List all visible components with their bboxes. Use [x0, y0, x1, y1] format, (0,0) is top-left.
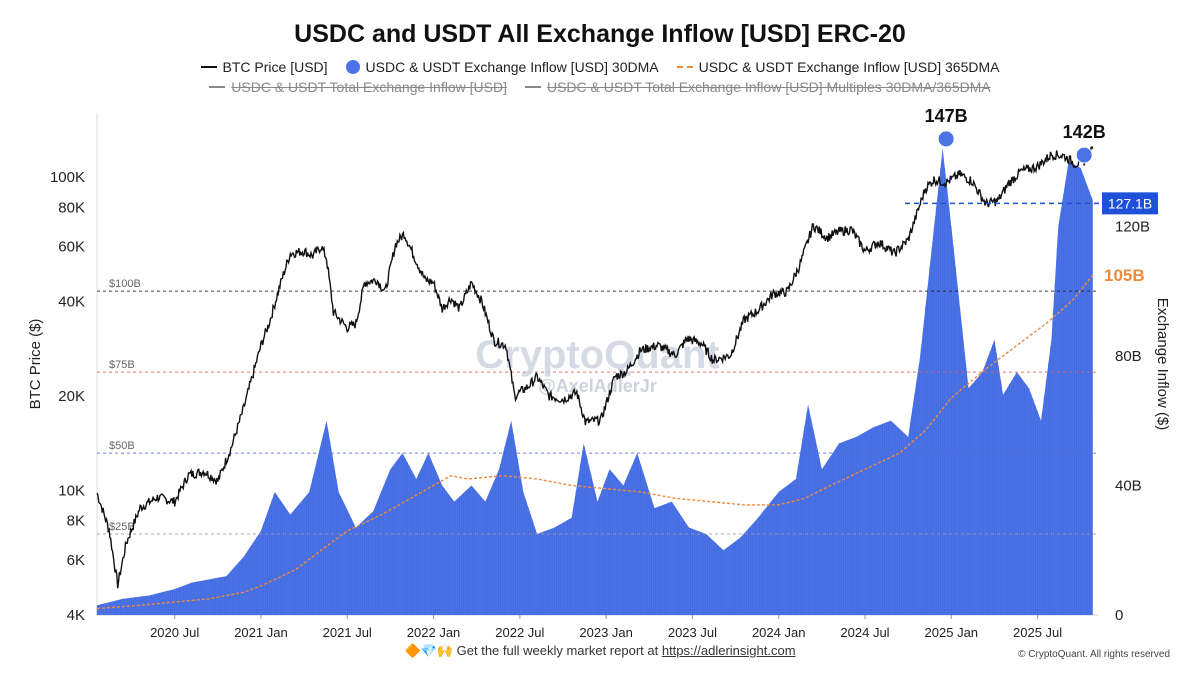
- peak-marker: [937, 130, 955, 148]
- y-left-tick-label: 60K: [58, 238, 85, 255]
- legend-item-inflow-365dma[interactable]: USDC & USDT Exchange Inflow [USD] 365DMA: [676, 59, 1000, 75]
- legend-row-2: USDC & USDT Total Exchange Inflow [USD] …: [0, 79, 1200, 95]
- x-tick-label: 2023 Jan: [579, 625, 633, 640]
- current-365dma-tag: 105B: [1104, 266, 1145, 285]
- y-right-tick-label: 120B: [1115, 218, 1150, 235]
- y-left-tick-label: 80K: [58, 199, 85, 216]
- y-left-axis-label: BTC Price ($): [27, 319, 44, 410]
- peak-annotation-label: 147B: [925, 106, 968, 126]
- y-left-tick-label: 10K: [58, 482, 85, 499]
- x-tick-label: 2020 Jul: [150, 625, 199, 640]
- line-swatch-icon: [200, 66, 217, 68]
- footer-link[interactable]: https://adlerinsight.com: [661, 643, 796, 658]
- peak-annotation-label: 142B: [1063, 122, 1106, 142]
- y-right-tick-label: 40B: [1115, 477, 1142, 494]
- legend-item-total-inflow[interactable]: USDC & USDT Total Exchange Inflow [USD]: [209, 79, 507, 95]
- footer: 🔶💎🙌 Get the full weekly market report at…: [0, 643, 1200, 659]
- reference-line-label: $100B: [109, 278, 141, 290]
- x-tick-label: 2024 Jan: [752, 625, 806, 640]
- y-left-tick-label: 20K: [58, 388, 85, 405]
- reference-line-label: $50B: [109, 440, 135, 452]
- chart-title: USDC and USDT All Exchange Inflow [USD] …: [294, 20, 906, 48]
- y-right-tick-label: 80B: [1115, 348, 1142, 365]
- y-right-tick-label: 0: [1115, 607, 1123, 624]
- series-inflow-30dma-bars: [96, 148, 1092, 615]
- y-left-tick-label: 8K: [67, 513, 85, 530]
- legend-label: USDC & USDT Exchange Inflow [USD] 30DMA: [365, 59, 659, 75]
- y-left-tick-label: 6K: [67, 552, 85, 569]
- x-tick-label: 2021 Jan: [234, 625, 288, 640]
- current-value-tag-box: [1102, 192, 1158, 215]
- legend-item-inflow-30dma[interactable]: USDC & USDT Exchange Inflow [USD] 30DMA: [345, 59, 659, 75]
- series-inflow-365dma-line: [96, 274, 1094, 610]
- reference-line-label: $75B: [109, 359, 135, 371]
- legend-label: USDC & USDT Total Exchange Inflow [USD] …: [546, 79, 991, 95]
- line-swatch-icon: [524, 86, 541, 88]
- dot-swatch-icon: [345, 60, 360, 74]
- y-left-tick-label: 100K: [50, 169, 85, 186]
- x-tick-label: 2023 Jul: [668, 625, 717, 640]
- legend-item-btc-price[interactable]: BTC Price [USD]: [200, 59, 328, 75]
- x-tick-label: 2022 Jan: [407, 625, 461, 640]
- copyright: © CryptoQuant. All rights reserved: [1018, 649, 1170, 660]
- legend-label: USDC & USDT Total Exchange Inflow [USD]: [231, 79, 507, 95]
- line-swatch-icon: [209, 86, 226, 88]
- x-tick-label: 2025 Jan: [925, 625, 979, 640]
- y-left-tick-label: 40K: [58, 294, 85, 311]
- x-tick-label: 2025 Jul: [1013, 625, 1062, 640]
- watermark-brand: CryptoQuant: [475, 333, 719, 377]
- reference-line-label: $25B: [109, 521, 135, 533]
- watermark-handle: @AxelAdlerJr: [538, 376, 657, 396]
- x-tick-label: 2024 Jul: [840, 625, 889, 640]
- x-tick-label: 2022 Jul: [495, 625, 544, 640]
- peak-marker: [1075, 146, 1093, 164]
- dashed-swatch-icon: [676, 66, 693, 68]
- emoji-icons: 🔶💎🙌: [404, 644, 454, 659]
- series-btc-price-line: [96, 145, 1094, 589]
- legend-row-1: BTC Price [USD] USDC & USDT Exchange Inf…: [0, 59, 1200, 75]
- y-left-tick-label: 4K: [67, 607, 85, 624]
- legend-label: USDC & USDT Exchange Inflow [USD] 365DMA: [698, 59, 1000, 75]
- chart-plot: $100B $75B $50B $25B CryptoQuant@AxelAdlerJr…: [27, 106, 1171, 640]
- legend-item-multiples[interactable]: USDC & USDT Total Exchange Inflow [USD] …: [524, 79, 991, 95]
- footer-text: Get the full weekly market report at: [456, 643, 662, 658]
- legend-label: BTC Price [USD]: [222, 59, 328, 75]
- current-value-tag-text: 127.1B: [1108, 195, 1152, 211]
- series-inflow-30dma-area: [97, 148, 1093, 615]
- y-right-axis-label: Exchange Inflow ($): [1154, 298, 1171, 431]
- x-tick-label: 2021 Jul: [323, 625, 372, 640]
